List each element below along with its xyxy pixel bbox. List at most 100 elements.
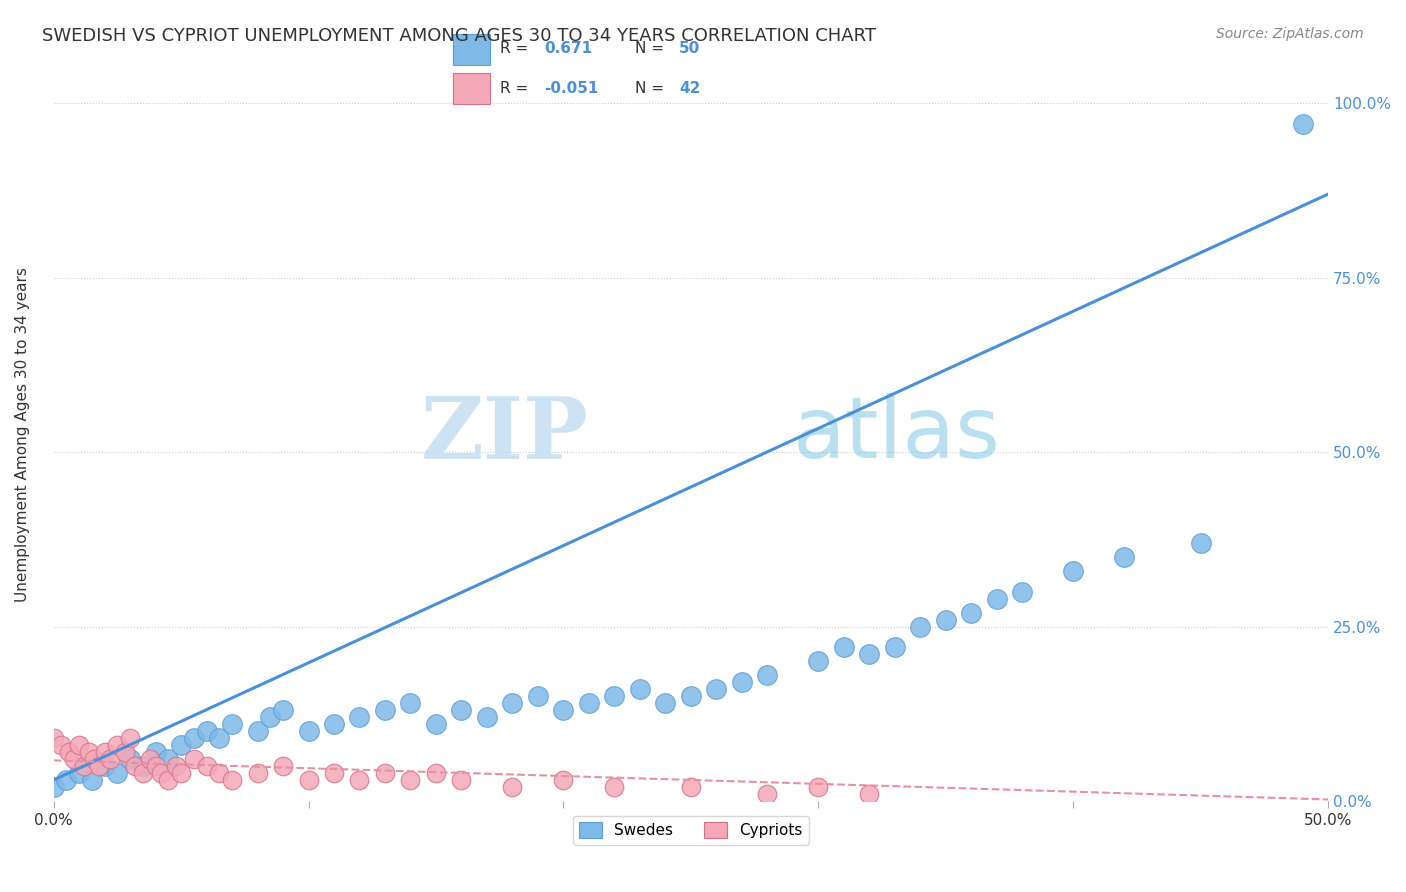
- Point: [170, 766, 193, 780]
- Point: [105, 738, 128, 752]
- Point: [628, 682, 651, 697]
- Point: [501, 696, 523, 710]
- Point: [297, 724, 319, 739]
- Point: [756, 787, 779, 801]
- Point: [756, 668, 779, 682]
- Point: [157, 752, 180, 766]
- Point: [323, 766, 346, 780]
- Point: [170, 738, 193, 752]
- Text: R =: R =: [501, 81, 533, 96]
- Point: [120, 731, 142, 745]
- Point: [731, 675, 754, 690]
- Text: N =: N =: [636, 81, 669, 96]
- Text: 0.671: 0.671: [544, 41, 592, 56]
- Point: [83, 752, 105, 766]
- Point: [149, 766, 172, 780]
- Point: [578, 696, 600, 710]
- Text: 50: 50: [679, 41, 700, 56]
- Point: [858, 648, 880, 662]
- Point: [208, 766, 231, 780]
- Point: [246, 724, 269, 739]
- Point: [475, 710, 498, 724]
- Point: [93, 759, 115, 773]
- Point: [1291, 117, 1313, 131]
- Text: ZIP: ZIP: [422, 392, 589, 476]
- Point: [51, 738, 73, 752]
- Point: [1011, 584, 1033, 599]
- Point: [93, 745, 115, 759]
- Point: [73, 759, 96, 773]
- Point: [883, 640, 905, 655]
- Point: [208, 731, 231, 745]
- Point: [195, 759, 218, 773]
- Point: [910, 619, 932, 633]
- Point: [124, 759, 146, 773]
- Point: [297, 772, 319, 787]
- Point: [553, 703, 575, 717]
- Point: [98, 752, 121, 766]
- Point: [553, 772, 575, 787]
- Point: [89, 759, 111, 773]
- Point: [986, 591, 1008, 606]
- Point: [105, 766, 128, 780]
- Point: [374, 703, 396, 717]
- Point: [425, 766, 447, 780]
- Point: [1062, 564, 1084, 578]
- Text: N =: N =: [636, 41, 669, 56]
- Point: [450, 703, 472, 717]
- Point: [132, 759, 155, 773]
- Point: [858, 787, 880, 801]
- Point: [374, 766, 396, 780]
- Point: [157, 772, 180, 787]
- Point: [960, 606, 983, 620]
- Point: [603, 780, 626, 794]
- Point: [259, 710, 281, 724]
- Point: [1114, 549, 1136, 564]
- Point: [271, 759, 294, 773]
- Text: R =: R =: [501, 41, 533, 56]
- Point: [183, 731, 205, 745]
- Point: [425, 717, 447, 731]
- Point: [183, 752, 205, 766]
- Point: [63, 752, 86, 766]
- Point: [132, 766, 155, 780]
- Point: [139, 752, 162, 766]
- Text: SWEDISH VS CYPRIOT UNEMPLOYMENT AMONG AGES 30 TO 34 YEARS CORRELATION CHART: SWEDISH VS CYPRIOT UNEMPLOYMENT AMONG AG…: [42, 27, 876, 45]
- Point: [246, 766, 269, 780]
- Point: [323, 717, 346, 731]
- Point: [349, 710, 371, 724]
- Point: [807, 780, 830, 794]
- Point: [603, 690, 626, 704]
- Point: [67, 738, 90, 752]
- Point: [399, 696, 422, 710]
- Point: [679, 690, 702, 704]
- Point: [679, 780, 702, 794]
- Point: [42, 731, 65, 745]
- Text: Source: ZipAtlas.com: Source: ZipAtlas.com: [1216, 27, 1364, 41]
- Y-axis label: Unemployment Among Ages 30 to 34 years: Unemployment Among Ages 30 to 34 years: [15, 268, 30, 602]
- Point: [58, 745, 80, 759]
- Text: -0.051: -0.051: [544, 81, 599, 96]
- Point: [832, 640, 855, 655]
- Point: [349, 772, 371, 787]
- Point: [501, 780, 523, 794]
- Point: [1189, 536, 1212, 550]
- Text: atlas: atlas: [793, 393, 1001, 476]
- Legend: Swedes, Cypriots: Swedes, Cypriots: [574, 816, 808, 845]
- Point: [55, 772, 77, 787]
- Point: [165, 759, 187, 773]
- Bar: [453, 35, 491, 65]
- Point: [271, 703, 294, 717]
- Bar: [453, 73, 491, 103]
- Point: [79, 745, 101, 759]
- Point: [114, 745, 136, 759]
- Point: [221, 717, 243, 731]
- Point: [67, 766, 90, 780]
- Point: [120, 752, 142, 766]
- Point: [450, 772, 472, 787]
- Point: [145, 745, 167, 759]
- Point: [807, 654, 830, 668]
- Point: [80, 772, 103, 787]
- Point: [706, 682, 728, 697]
- Point: [42, 780, 65, 794]
